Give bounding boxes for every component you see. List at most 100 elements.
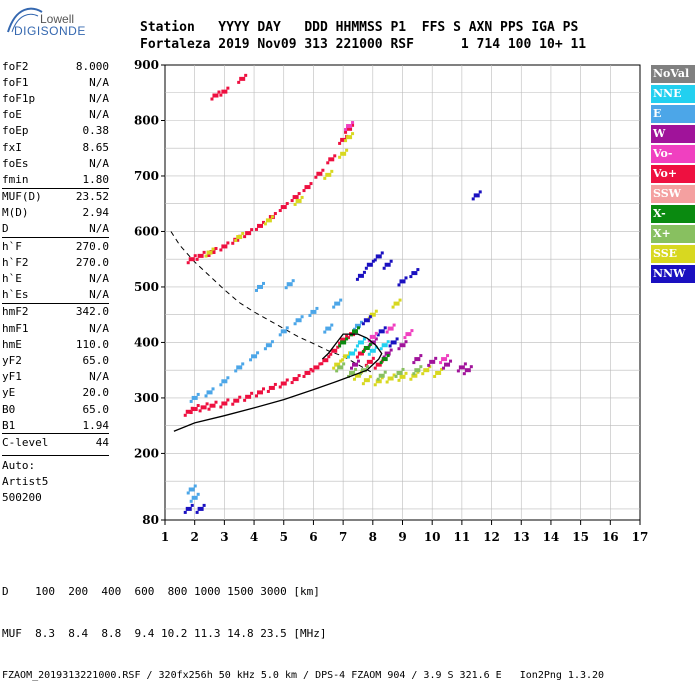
echo-point	[326, 161, 330, 165]
param-label: h`Es	[2, 288, 29, 302]
param-value: 270.0	[75, 239, 109, 253]
echo-point	[291, 279, 295, 283]
echo-point	[221, 401, 228, 406]
echo-point	[273, 212, 277, 216]
echo-point	[391, 305, 395, 309]
echo-point	[293, 202, 297, 206]
echo-point	[198, 409, 202, 413]
echo-point	[414, 368, 421, 373]
echo-point	[316, 171, 323, 176]
echo-point	[221, 244, 228, 249]
echo-point	[278, 333, 282, 337]
echo-point	[193, 254, 197, 258]
echo-point	[349, 370, 356, 375]
echo-point	[300, 195, 304, 199]
param-row: foE N/A	[2, 107, 109, 123]
x-tick-label: 8	[369, 530, 377, 544]
scaled-parameters-panel: foF2 8.000 foF1 N/A foF1p N/A foE N/A foEp 0.38 fx…	[2, 58, 109, 507]
param-value: N/A	[89, 321, 109, 335]
echo-point	[371, 259, 375, 263]
y-tick-label: 500	[134, 280, 159, 294]
param-row: MUF(D) 23.52	[2, 187, 109, 205]
echo-point	[231, 402, 235, 406]
echo-point	[249, 358, 253, 362]
echo-point	[217, 90, 221, 94]
echo-point	[358, 372, 362, 376]
param-label: h`F	[2, 239, 22, 253]
echo-point	[416, 268, 420, 272]
legend-item: SSE	[651, 245, 695, 263]
echo-point	[351, 121, 355, 125]
echo-point	[379, 361, 383, 365]
echo-point	[304, 185, 311, 190]
echo-point	[355, 355, 359, 359]
echo-point	[292, 377, 299, 382]
echo-point	[219, 383, 223, 387]
echo-point	[340, 137, 347, 142]
echo-point	[263, 347, 267, 351]
echo-point	[340, 151, 347, 156]
footer-file-info: FZAOM_2019313221000.RSF / 320fx256h 50 k…	[2, 670, 605, 681]
param-value: N/A	[89, 108, 109, 122]
echo-point	[399, 279, 406, 284]
echo-point	[359, 320, 363, 324]
param-label: C-level	[2, 435, 49, 449]
echo-point	[239, 76, 246, 81]
echo-point	[236, 235, 243, 240]
echo-point	[293, 322, 297, 326]
echo-point	[396, 370, 403, 375]
echo-point	[285, 202, 289, 206]
echo-point	[354, 367, 358, 371]
echo-point	[412, 361, 416, 365]
echo-point	[375, 254, 382, 259]
echo-point	[478, 190, 482, 194]
echo-point	[357, 326, 360, 330]
param-label: h`F2	[2, 255, 29, 269]
echo-point	[245, 231, 252, 236]
echo-point	[427, 363, 431, 367]
echo-point	[196, 392, 200, 396]
echo-point	[366, 359, 373, 364]
echo-point	[278, 209, 282, 213]
echo-point	[378, 329, 385, 334]
echo-point	[344, 139, 348, 143]
echo-point	[374, 331, 378, 335]
echo-point	[188, 487, 195, 492]
echo-point	[361, 349, 365, 353]
echo-point	[234, 369, 238, 373]
echo-point	[412, 372, 416, 376]
echo-point	[186, 261, 190, 265]
param-row: yF2 65.0	[2, 352, 109, 368]
echo-point	[352, 327, 356, 331]
echo-point	[352, 377, 356, 381]
echo-point	[331, 348, 338, 353]
echo-point	[382, 355, 386, 359]
param-label: foF2	[2, 59, 29, 73]
echo-point	[219, 248, 223, 252]
param-row: B1 1.94	[2, 417, 109, 433]
x-tick-label: 15	[572, 530, 589, 544]
y-tick-label: 900	[134, 58, 159, 72]
echo-point	[385, 380, 389, 384]
echo-point	[304, 370, 311, 375]
echo-point	[394, 374, 398, 378]
echo-point	[207, 407, 211, 411]
param-label: yE	[2, 386, 16, 400]
echo-point	[351, 132, 355, 136]
echo-point	[191, 495, 198, 500]
echo-point	[375, 362, 382, 367]
param-label: MUF(D)	[2, 190, 42, 204]
echo-point	[449, 359, 453, 363]
param-value: 1.94	[82, 418, 110, 432]
echo-point	[346, 135, 353, 140]
echo-point	[374, 345, 378, 349]
echo-point	[219, 93, 223, 97]
param-row: h`F2 270.0	[2, 254, 109, 270]
echo-point	[441, 357, 448, 362]
echo-point	[330, 323, 334, 327]
echo-point	[381, 357, 388, 362]
echo-point	[395, 337, 399, 341]
echo-point	[386, 340, 390, 344]
echo-point	[302, 374, 306, 378]
echo-point	[376, 377, 380, 381]
